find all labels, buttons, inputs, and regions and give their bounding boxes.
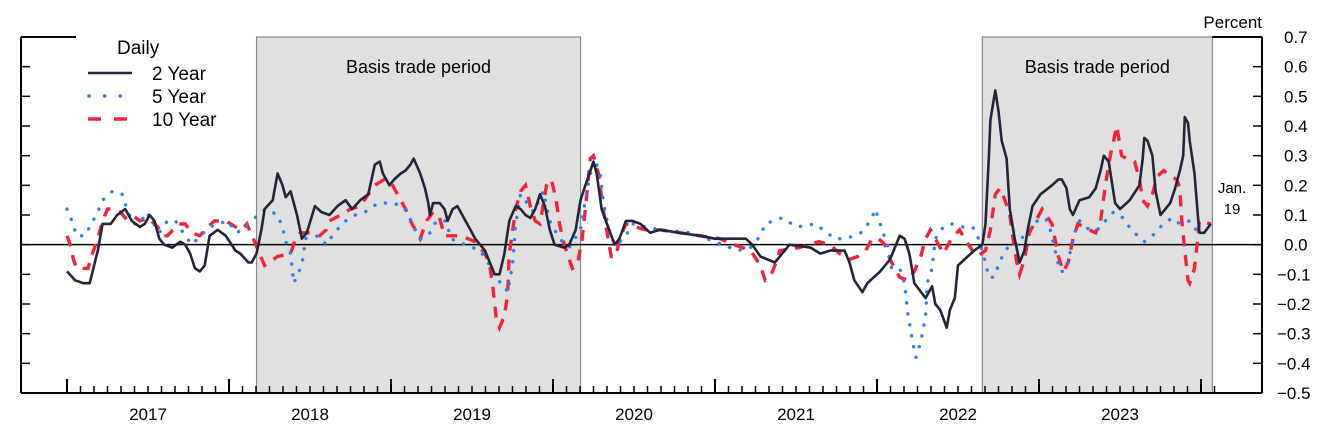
y-axis: 0.7 0.6 0.5 0.4 0.3 0.2 0.1 0.0 −0.1 −0.2 −0.3 −0.4… (21, 28, 1311, 403)
x-tick-label: 2017 (129, 405, 167, 424)
x-tick-label: 2021 (777, 405, 815, 424)
annotation-jan: Jan. (1218, 180, 1246, 197)
y-tick-label: 0.6 (1284, 58, 1308, 77)
y-tick-label: 0.0 (1284, 236, 1308, 255)
x-axis: 2017 2018 2019 2020 2021 2022 2023 (66, 379, 1216, 424)
y-tick-label: −0.2 (1277, 295, 1311, 314)
series-lines (65, 89, 1212, 364)
legend-label-5-year: 5 Year (152, 87, 207, 108)
y-tick-label: 0.2 (1284, 176, 1308, 195)
y-tick-label: −0.4 (1277, 354, 1311, 373)
y-tick-label: 0.3 (1284, 147, 1308, 166)
x-tick-label: 2022 (939, 405, 977, 424)
shaded-period-label: Basis trade period (346, 57, 491, 77)
y-tick-label: 0.1 (1284, 206, 1308, 225)
y-tick-label: 0.5 (1284, 87, 1308, 106)
y-tick-label: 0.4 (1284, 117, 1308, 136)
y-axis-label: Percent (1203, 13, 1262, 32)
legend-title: Daily (117, 38, 160, 59)
legend: Daily 2 Year 5 Year 10 Year (87, 38, 217, 131)
shaded-period-2 (981, 36, 1213, 394)
y-tick-label: −0.5 (1277, 384, 1311, 403)
y-tick-label: −0.3 (1277, 325, 1311, 344)
annotation-19: 19 (1224, 201, 1241, 218)
shaded-period-label: Basis trade period (1025, 57, 1170, 77)
legend-label-2-year: 2 Year (152, 64, 207, 85)
series-line-2-year (66, 89, 1212, 329)
legend-label-10-year: 10 Year (152, 110, 217, 131)
y-tick-label: 0.7 (1284, 28, 1308, 47)
shaded-periods: Basis trade period Basis trade period (255, 36, 1213, 394)
x-tick-label: 2020 (615, 405, 653, 424)
x-tick-label: 2019 (453, 405, 491, 424)
x-tick-label: 2018 (291, 405, 329, 424)
x-tick-label: 2023 (1101, 405, 1139, 424)
y-tick-label: −0.1 (1277, 265, 1311, 284)
